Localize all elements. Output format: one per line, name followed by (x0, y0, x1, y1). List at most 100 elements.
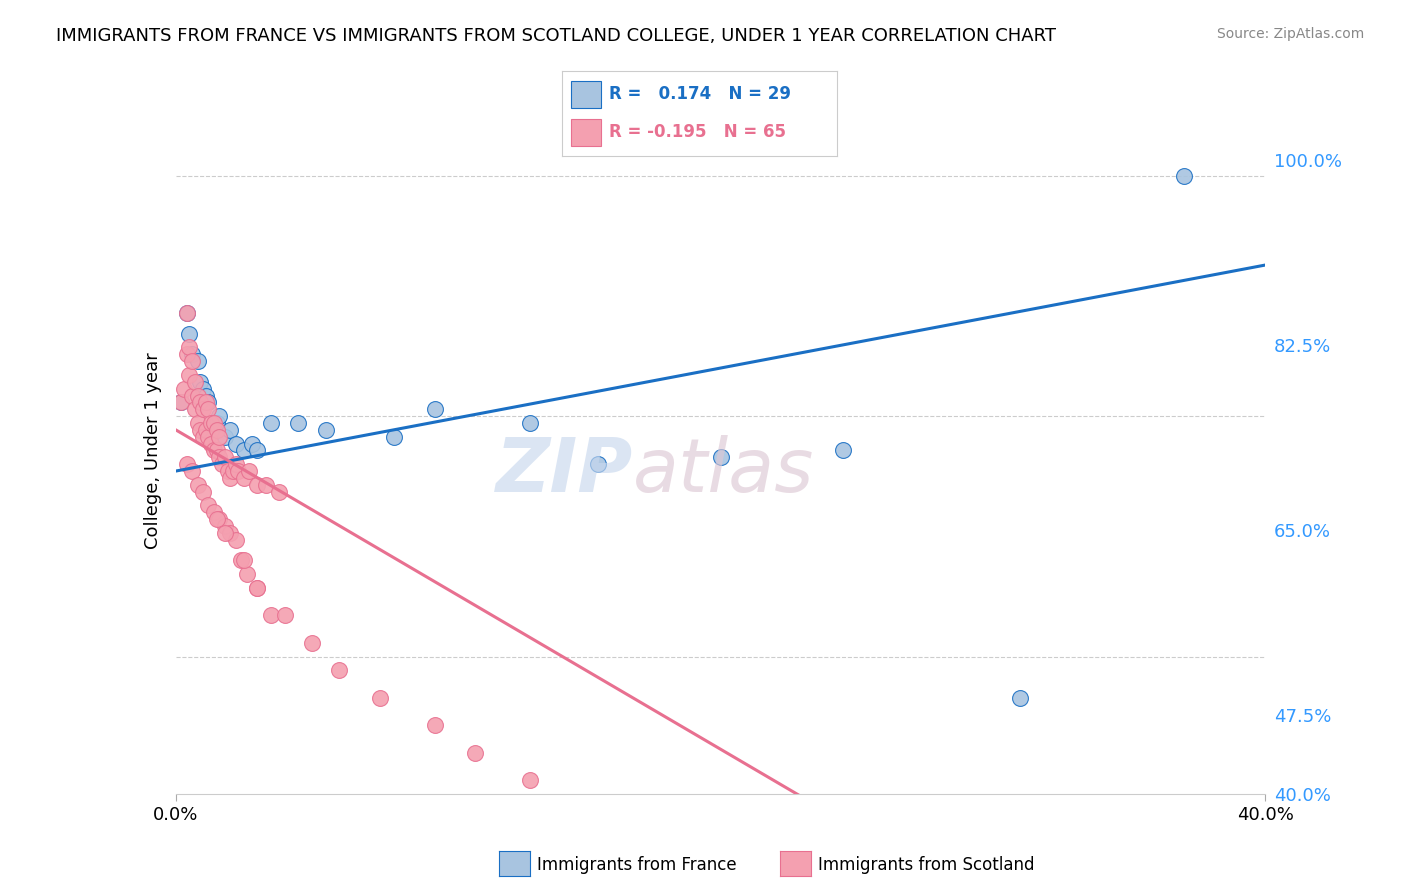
Point (217, 464, 239, 478)
Point (222, 464, 245, 478)
Point (200, 416, 222, 430)
Point (287, 416, 309, 430)
Point (173, 382, 195, 396)
Point (1173, 169, 1195, 183)
Point (246, 581, 269, 595)
Point (260, 416, 283, 430)
Point (832, 443, 855, 458)
Text: IMMIGRANTS FROM FRANCE VS IMMIGRANTS FROM SCOTLAND COLLEGE, UNDER 1 YEAR CORRELA: IMMIGRANTS FROM FRANCE VS IMMIGRANTS FRO… (56, 27, 1056, 45)
Text: Immigrants from France: Immigrants from France (537, 856, 737, 874)
Point (232, 471, 254, 485)
Point (260, 608, 283, 623)
Point (219, 423, 242, 437)
Point (382, 430, 405, 444)
Point (202, 416, 225, 430)
Point (176, 306, 198, 320)
Point (254, 478, 277, 492)
Bar (571, 119, 600, 146)
Point (205, 416, 228, 430)
Text: ZIP: ZIP (496, 434, 633, 508)
Point (194, 388, 217, 402)
Point (184, 402, 207, 417)
Point (176, 306, 198, 320)
Point (186, 388, 209, 402)
Y-axis label: College, Under 1 year: College, Under 1 year (143, 352, 162, 549)
Point (181, 464, 204, 478)
Point (197, 430, 219, 444)
Point (176, 347, 198, 361)
Point (188, 395, 211, 409)
Point (188, 375, 211, 389)
Point (228, 464, 250, 478)
Point (423, 402, 446, 417)
Point (181, 347, 204, 361)
Point (205, 423, 228, 437)
Point (170, 395, 193, 409)
Point (179, 326, 201, 341)
Point (170, 395, 193, 409)
Point (231, 553, 253, 567)
Point (208, 450, 231, 465)
Point (710, 450, 733, 465)
Point (464, 746, 486, 760)
Point (186, 416, 209, 430)
Point (194, 423, 217, 437)
Point (225, 457, 247, 471)
Point (214, 519, 236, 533)
Point (191, 484, 214, 499)
Point (179, 368, 201, 382)
Point (208, 430, 231, 444)
Point (179, 341, 201, 355)
Point (246, 581, 269, 595)
Point (232, 553, 254, 567)
Point (186, 478, 209, 492)
Point (274, 608, 297, 623)
Point (519, 773, 541, 788)
Point (423, 718, 446, 732)
Point (519, 416, 541, 430)
Point (186, 354, 209, 368)
Point (188, 423, 211, 437)
Point (219, 471, 242, 485)
Point (214, 525, 236, 540)
Point (191, 402, 214, 417)
Point (238, 464, 260, 478)
Point (202, 443, 225, 458)
Text: Immigrants from Scotland: Immigrants from Scotland (818, 856, 1035, 874)
Text: atlas: atlas (633, 435, 815, 507)
Point (208, 512, 231, 526)
Text: R =   0.174   N = 29: R = 0.174 N = 29 (609, 86, 792, 103)
Text: R = -0.195   N = 65: R = -0.195 N = 65 (609, 123, 786, 141)
Point (197, 395, 219, 409)
Point (197, 499, 219, 513)
Point (214, 430, 236, 444)
Point (202, 505, 225, 519)
Point (225, 436, 247, 450)
Point (240, 436, 263, 450)
Point (197, 402, 219, 417)
Point (191, 430, 214, 444)
Point (181, 354, 204, 368)
Point (225, 533, 247, 547)
Point (176, 457, 198, 471)
Point (219, 525, 242, 540)
Point (269, 484, 291, 499)
Point (1010, 690, 1032, 705)
Point (191, 382, 214, 396)
Point (315, 423, 337, 437)
Point (368, 690, 391, 705)
Bar (571, 80, 600, 108)
Point (235, 567, 257, 582)
Point (194, 395, 217, 409)
Point (205, 443, 228, 458)
Point (246, 478, 269, 492)
Point (205, 512, 228, 526)
Point (328, 663, 350, 677)
Point (214, 450, 236, 465)
Point (208, 409, 231, 424)
Point (246, 443, 269, 458)
Point (181, 388, 204, 402)
Point (200, 436, 222, 450)
Point (202, 423, 225, 437)
Point (232, 443, 254, 458)
